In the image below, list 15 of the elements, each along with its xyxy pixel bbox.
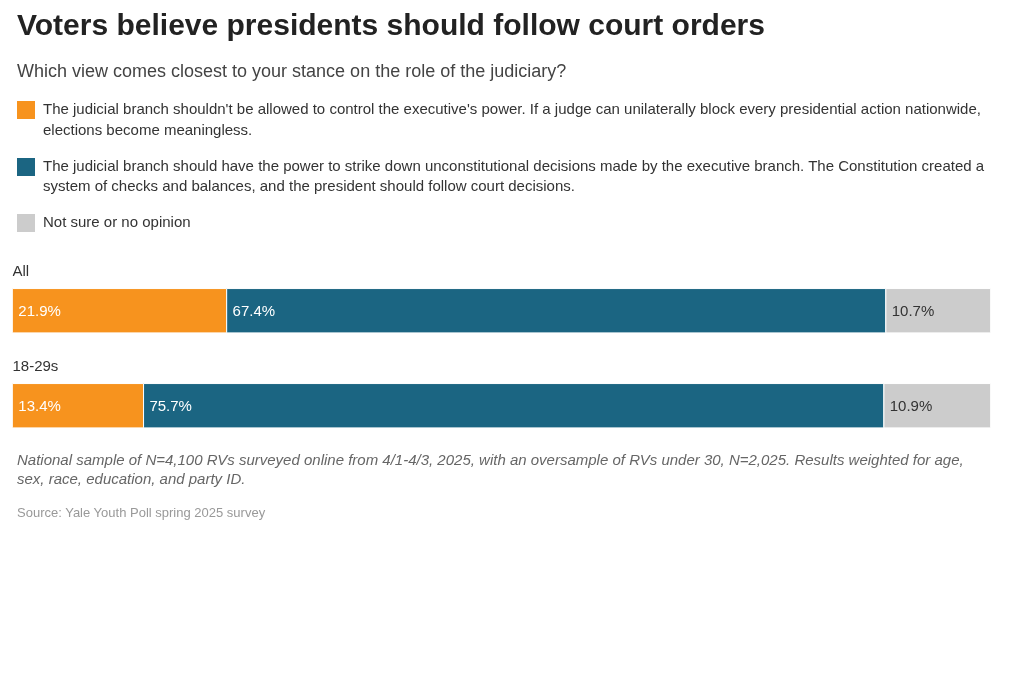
text: National sample of N=4,100 RVs surveyed online from 4/1-4/3, 2025, with an oversample of RVs under 30, N=2,025. Results weighted for age, sex, race, education, and party ID.	[17, 449, 965, 489]
legend-label: Not sure or no opinion	[43, 212, 191, 233]
y-tick-label: All	[12, 261, 30, 279]
y-tick-label: 18-29s	[12, 356, 59, 374]
data-label: 75.7%	[149, 396, 192, 414]
chart-title: Voters believe presidents should follow court orders	[17, 7, 765, 43]
data-label: 10.7%	[891, 301, 935, 319]
data-label: 13.4%	[18, 396, 61, 414]
source-note: Source: Yale Youth Poll spring 2025 survey	[17, 504, 266, 522]
data-label: 21.9%	[18, 301, 61, 319]
legend-label: The judicial branch should have the power to strike down unconstitutional decisions made by the executive branch. The Constitution created a system of checks and balances, and the president should follow court decisions.	[43, 155, 986, 197]
legend-label: The judicial branch shouldn't be allowed to control the executive's power. If a judge can unilaterally block every presidential action nationwide, elections become meaningless.	[43, 99, 982, 140]
data-label: 10.9%	[889, 396, 933, 414]
data-label: 67.4%	[232, 301, 276, 319]
chart-subtitle: Which view comes closest to your stance on the role of the judiciary?	[17, 60, 567, 83]
